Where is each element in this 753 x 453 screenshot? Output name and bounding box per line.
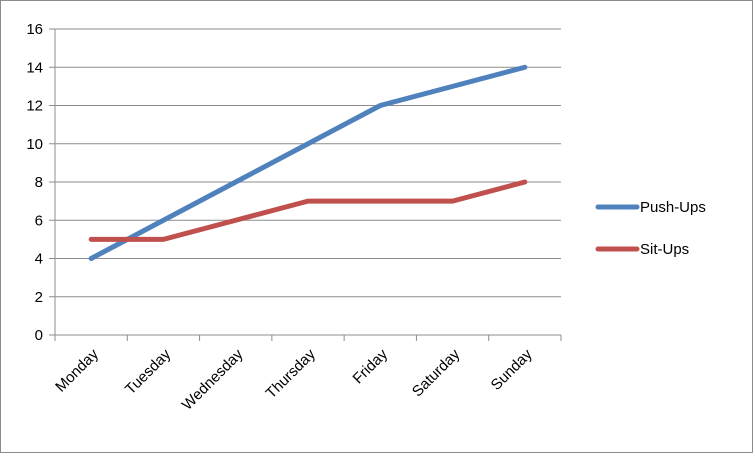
- y-tick-label: 2: [35, 289, 43, 306]
- y-tick-label: 16: [26, 21, 43, 38]
- y-tick-label: 8: [35, 174, 43, 191]
- legend-label: Sit-Ups: [640, 241, 689, 258]
- y-tick-label: 4: [35, 251, 43, 268]
- y-tick-label: 0: [35, 327, 43, 344]
- y-tick-label: 14: [26, 59, 43, 76]
- series-line: [88, 179, 528, 242]
- y-tick-label: 12: [26, 98, 43, 115]
- y-tick-label: 6: [35, 212, 43, 229]
- y-tick-label: 10: [26, 136, 43, 153]
- legend-label: Push-Ups: [640, 199, 706, 216]
- series-line: [88, 64, 528, 261]
